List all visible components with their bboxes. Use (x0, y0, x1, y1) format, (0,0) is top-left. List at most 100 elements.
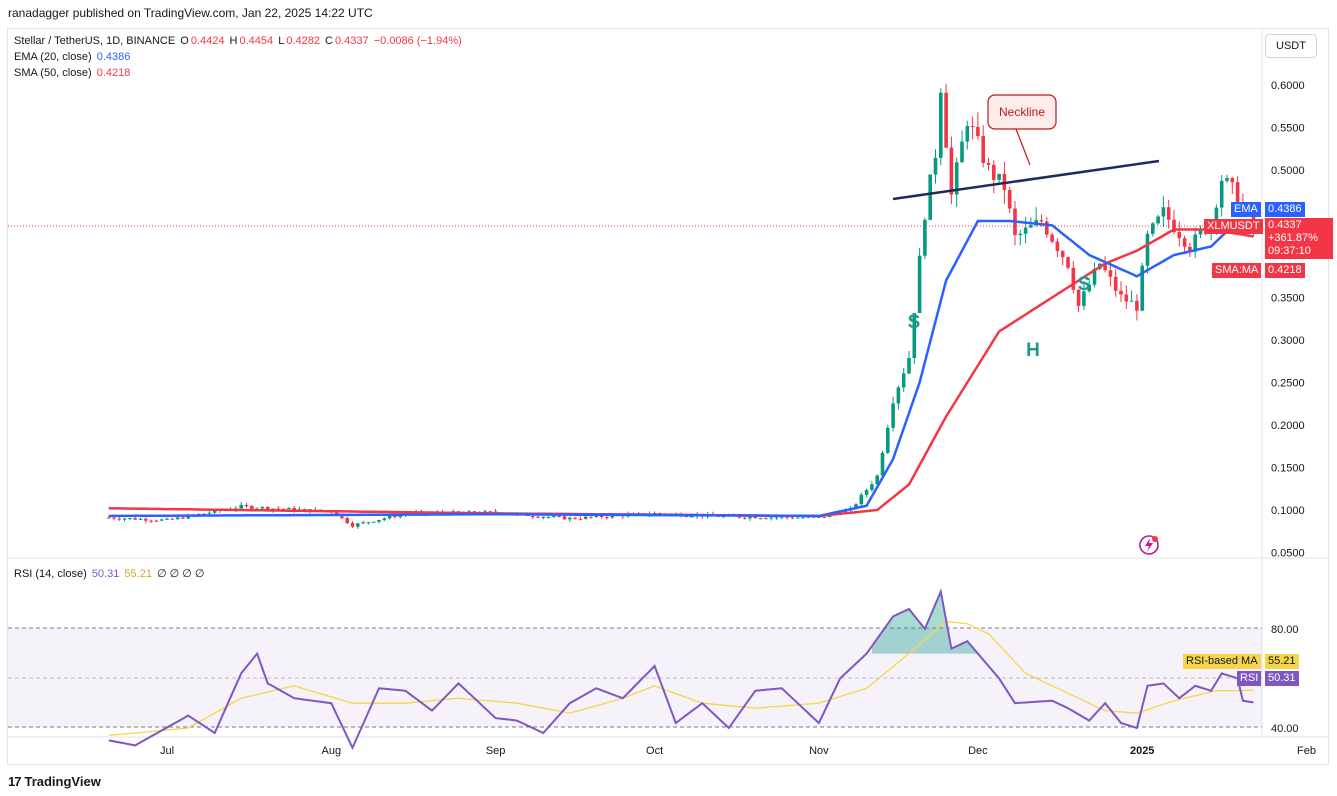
candle-body (981, 136, 985, 163)
rsi-ma-line (108, 620, 1254, 737)
candle-body (488, 511, 493, 513)
symbol-title: Stellar / TetherUS, 1D, BINANCE (14, 35, 176, 47)
candle-body (1029, 225, 1033, 228)
candle-body (207, 512, 212, 514)
candle-body (1045, 221, 1049, 235)
candle-body (536, 516, 540, 518)
candle-body (917, 255, 922, 314)
publisher-line: ranadagger published on TradingView.com,… (8, 6, 373, 20)
candle-body (530, 515, 535, 517)
candle-body (1066, 257, 1070, 268)
candle-body (1230, 178, 1235, 183)
candle-body (870, 484, 874, 490)
candle-body (106, 517, 111, 519)
candle-body (1076, 289, 1081, 306)
ema-line (108, 219, 1254, 518)
candle-body (737, 516, 742, 518)
last-price-tag: 0.4337 +361.87% 09:37:10 (1265, 218, 1333, 259)
price-tick-label: 0.3000 (1271, 335, 1305, 347)
candle-body (949, 147, 954, 195)
tradingview-logo-icon: 17 (8, 774, 22, 789)
candle-body (377, 519, 381, 522)
candle-body (769, 517, 773, 519)
ema-tag-value: 0.4386 (1265, 202, 1305, 217)
candle-body (1018, 233, 1023, 236)
rsi-ma-tag-value: 55.21 (1265, 654, 1299, 669)
sma-legend-row[interactable]: SMA (50, close) 0.4218 (14, 67, 131, 79)
candle-body (742, 517, 747, 519)
price-tick-label: 0.1000 (1271, 505, 1305, 517)
candle-body (875, 475, 879, 485)
candle-body (795, 517, 800, 519)
candle-body (175, 517, 180, 520)
time-axis[interactable]: Jul Aug Sep Oct Nov Dec 2025 Feb (160, 745, 1316, 757)
candle-body (976, 126, 980, 137)
candle-body (880, 452, 885, 476)
tradingview-footer[interactable]: 17 TradingView (8, 774, 101, 789)
candle-body (891, 403, 895, 428)
time-tick-label: Nov (809, 745, 829, 757)
candle-body (1156, 216, 1160, 224)
candle-body (541, 516, 546, 518)
candle-body (1193, 234, 1197, 252)
candle-body (1198, 229, 1203, 235)
candle-body (912, 313, 917, 358)
rsi-tick-label: 80.00 (1271, 624, 1299, 636)
candle-body (1182, 238, 1187, 247)
time-tick-label: Oct (646, 745, 663, 757)
candle-body (599, 515, 604, 518)
candle-body (1108, 270, 1113, 277)
rsi-overbought-fill (871, 591, 978, 654)
head-label: H (1026, 340, 1040, 361)
ema-legend-row[interactable]: EMA (20, close) 0.4386 (14, 51, 131, 63)
neckline-callout[interactable]: Neckline (987, 94, 1057, 166)
candle-body (181, 517, 185, 519)
candle-body (552, 516, 556, 518)
rsi-legend[interactable]: RSI (14, close) 50.31 55.21 ∅ ∅ ∅ ∅ (14, 568, 205, 580)
candle-body (165, 518, 169, 520)
candle-body (122, 518, 127, 520)
candle-body (684, 516, 689, 518)
candle-body (244, 504, 249, 507)
price-tick-label: 0.2500 (1271, 378, 1305, 390)
candle-body (138, 518, 143, 520)
candle-body (546, 516, 551, 518)
candle-body (1135, 300, 1139, 311)
low-value: 0.4282 (286, 35, 320, 47)
candle-body (780, 516, 784, 518)
candle-body (986, 162, 991, 165)
rsi-ma-tag-name: RSI-based MA (1183, 654, 1261, 669)
replay-icon[interactable] (1139, 535, 1159, 555)
candle-body (393, 515, 397, 517)
candle-body (960, 141, 964, 163)
left-shoulder-label: S (908, 312, 921, 333)
currency-unit-button[interactable]: USDT (1265, 34, 1317, 58)
chart-frame (7, 28, 1329, 765)
candle-body (287, 507, 291, 510)
candle-body (1023, 227, 1028, 234)
price-tick-label: 0.6000 (1271, 80, 1305, 92)
candle-body (1124, 294, 1129, 302)
candle-body (361, 522, 365, 524)
candles-group (106, 84, 1256, 529)
bar-countdown: 09:37:10 (1268, 245, 1311, 257)
candle-body (1177, 232, 1182, 239)
candle-body (1087, 284, 1091, 292)
neckline[interactable] (892, 159, 1160, 201)
percent-change: +361.87% (1268, 232, 1318, 244)
last-price: 0.4337 (1268, 219, 1302, 231)
candle-body (133, 518, 137, 520)
candle-body (1039, 220, 1044, 222)
time-tick-label: Feb (1297, 745, 1316, 757)
rsi-ma-legend-value: 55.21 (124, 568, 152, 580)
candle-body (944, 92, 948, 148)
symbol-tag-name: XLMUSDT (1204, 219, 1263, 234)
candle-body (785, 516, 789, 518)
candle-body (1129, 300, 1134, 302)
price-axis[interactable]: 0.6000 0.5500 0.5000 0.3500 0.3000 0.2500 0.20… (1271, 80, 1305, 560)
candle-body (939, 92, 943, 158)
candle-body (128, 518, 132, 520)
close-value: 0.4337 (335, 35, 369, 47)
candle-body (806, 516, 811, 518)
